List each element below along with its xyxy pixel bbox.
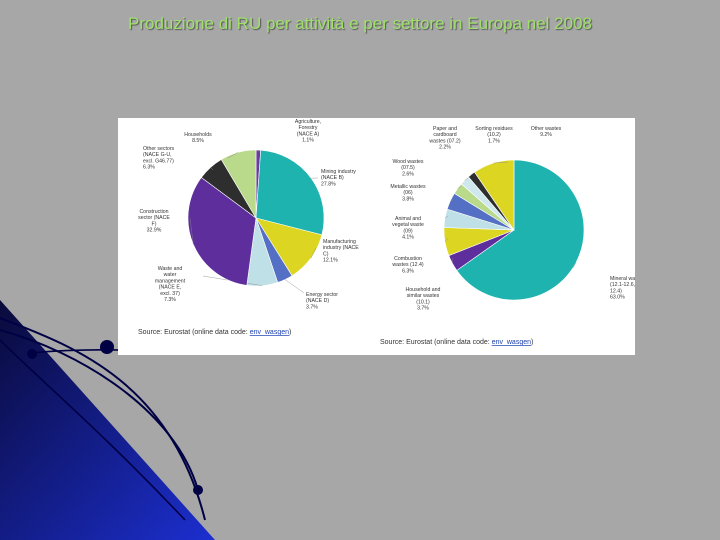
slide-title: Produzione di RU per attività e per sett… [128, 14, 592, 33]
eurostat-figure: Agriculture, Forestry (NACE A) 1.1% Mining i… [118, 118, 647, 355]
pie-charts-svg: Agriculture, Forestry (NACE A) 1.1% Mining i… [138, 119, 647, 346]
pie-by-activity: Agriculture, Forestry (NACE A) 1.1% Mining i… [138, 119, 359, 310]
slice-label: Household and similar wastes (10.1) 3.7% [406, 287, 441, 312]
leader-line [444, 237, 449, 242]
slice-label: Mineral waste(12.1-12.6, excl.12.4)63.0% [610, 276, 635, 301]
leader-line [452, 257, 454, 264]
leader-line [450, 199, 454, 202]
slice-label: Other wastes 9.2% [531, 126, 562, 138]
swoosh-curve-3 [0, 339, 186, 521]
swoosh-curve-2 [0, 329, 199, 491]
slice-label: Waste and water management (NACE E, excl. 37… [155, 266, 186, 303]
swoosh-dot-1 [100, 340, 114, 354]
slice-label: Energy sector (NACE D) 3.7% [306, 292, 338, 310]
slice-label: Metallic wastes (06) 3.8% [390, 184, 426, 202]
source-note-right: Source: Eurostat (online data code: env_… [380, 339, 533, 346]
swoosh-dot-3 [193, 485, 203, 495]
leader-line [310, 247, 317, 259]
leader-line [457, 185, 462, 189]
leader-line [444, 215, 449, 219]
slice-label: Households 8.5% [184, 132, 212, 144]
swoosh-curve-1 [0, 317, 206, 521]
leader-line [284, 279, 305, 294]
leader-line [189, 217, 194, 245]
swoosh-wedge [0, 300, 215, 540]
slice-label: Construction sector (NACE F) 32.9% [138, 209, 170, 234]
slice-label: Manufacturing industry (NACE C) 12.1% [323, 239, 359, 264]
pie-slice [474, 159, 515, 231]
slice-label: Animal and vegetal waste (09) 4.1% [392, 216, 424, 241]
slice-label: Other sectors (NACE G-U, excl. G46.77) 6.3% [143, 146, 175, 171]
slice-label: Sorting residues (10.2) 1.7% [475, 126, 513, 144]
swoosh-dot-2 [27, 349, 37, 359]
leader-line [572, 262, 577, 269]
slice-label: Agriculture, Forestry (NACE A) 1.1% [295, 119, 321, 144]
leader-line [227, 152, 239, 159]
slice-label: Wood wastes (07.5) 2.6% [392, 159, 423, 177]
pie-by-waste-category: Mineral waste(12.1-12.6, excl.12.4)63.0%… [390, 126, 647, 312]
slice-label: Mining industry (NACE B) 27.8% [321, 169, 356, 187]
source-note-left: Source: Eurostat (online data code: env_… [138, 329, 291, 336]
leader-line [493, 161, 509, 164]
slice-label: Paper and cardboard wastes (07.2) 2.2% [429, 126, 460, 151]
slice-label: Combustion wastes (12.4) 6.3% [392, 256, 423, 274]
leader-line [210, 167, 214, 171]
